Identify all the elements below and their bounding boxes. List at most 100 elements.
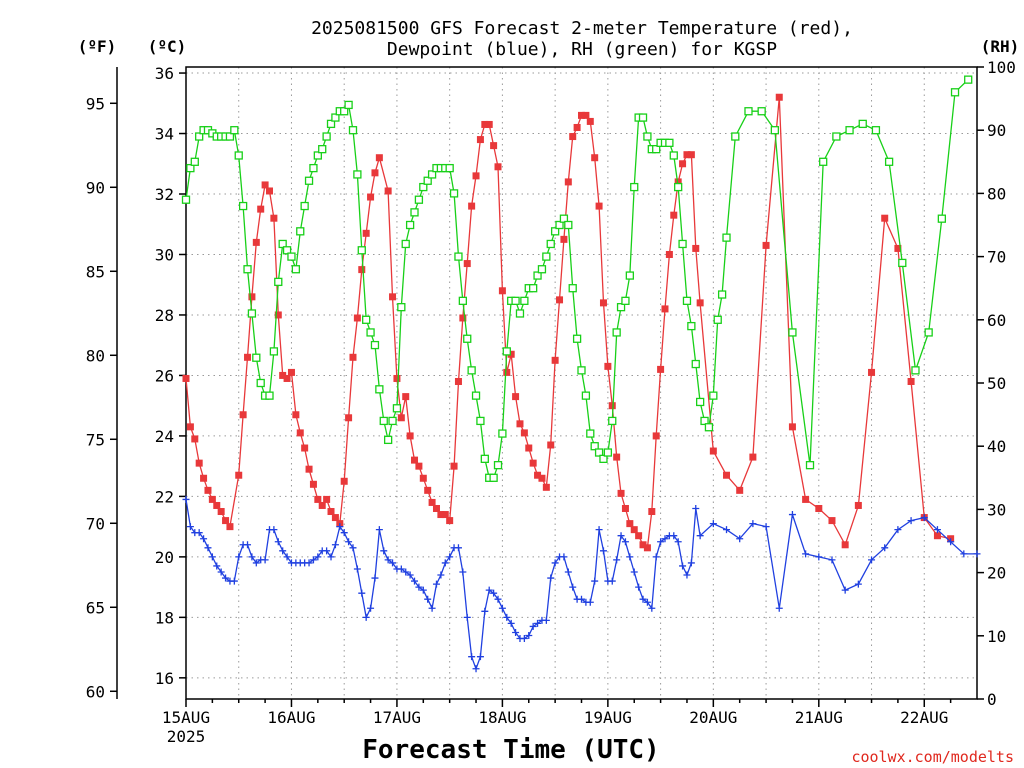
dewpoint-point xyxy=(248,553,256,561)
dewpoint-point xyxy=(204,544,212,552)
temp-point xyxy=(494,163,502,171)
dewpoint-point xyxy=(621,538,629,546)
rh-point xyxy=(348,126,358,135)
rh-tick-label: 70 xyxy=(987,248,1006,267)
temp-point xyxy=(569,133,577,141)
chart-title-line-2: Dewpoint (blue), RH (green) for KGSP xyxy=(387,39,777,60)
celsius-tick-label: 26 xyxy=(155,366,174,385)
temp-point xyxy=(652,432,660,440)
temp-point xyxy=(657,365,665,373)
temp-point xyxy=(424,486,432,494)
fahrenheit-tick-label: 80 xyxy=(86,346,105,365)
dewpoint-point xyxy=(314,553,322,561)
temp-point xyxy=(415,462,423,470)
rh-point xyxy=(599,454,608,463)
x-tick-label: 22AUG xyxy=(900,708,948,727)
temp-point xyxy=(485,120,493,128)
dewpoint-point xyxy=(244,541,252,549)
dewpoint-point xyxy=(305,559,313,567)
dewpoint-point xyxy=(907,517,915,525)
rh-point xyxy=(256,378,265,388)
dewpoint-point xyxy=(529,622,537,630)
chart-title-line-1: 2025081500 GFS Forecast 2-meter Temperat… xyxy=(311,18,853,39)
rh-point xyxy=(520,296,529,305)
dewpoint-point xyxy=(186,523,194,531)
rh-point xyxy=(630,182,639,192)
temp-point xyxy=(749,453,757,461)
temp-point xyxy=(235,471,243,479)
rh-point xyxy=(704,423,714,432)
rh-point xyxy=(502,347,511,356)
dewpoint-point xyxy=(472,665,480,673)
dewpoint-point xyxy=(441,559,449,567)
dewpoint-point xyxy=(542,616,550,624)
temp-point xyxy=(608,402,616,410)
dewpoint-point xyxy=(564,568,572,576)
temp-point xyxy=(828,517,836,525)
temp-point xyxy=(296,429,304,437)
rh-point xyxy=(550,227,560,236)
rh-point xyxy=(195,132,204,141)
rh-point xyxy=(401,239,410,249)
temp-point xyxy=(687,151,695,159)
fahrenheit-unit-label: (ºF) xyxy=(78,37,117,56)
fahrenheit-tick-label: 75 xyxy=(86,430,105,449)
rh-point xyxy=(937,214,946,223)
dewpoint-point xyxy=(648,604,656,612)
rh-point xyxy=(498,429,507,438)
temp-point xyxy=(591,154,599,162)
temp-point xyxy=(349,353,357,361)
dewpoint-point xyxy=(380,547,388,555)
rh-point xyxy=(291,265,301,274)
dewpoint-point xyxy=(397,565,405,573)
temp-point xyxy=(788,423,796,431)
dewpoint-point xyxy=(608,577,616,585)
rh-point xyxy=(819,157,828,166)
temp-point xyxy=(507,350,515,358)
temp-point xyxy=(854,501,862,509)
temp-point xyxy=(397,414,405,422)
rh-point xyxy=(643,132,652,141)
temp-point xyxy=(556,296,564,304)
rh-point xyxy=(186,163,195,173)
rh-tick-label: 30 xyxy=(987,500,1006,519)
rh-point xyxy=(493,461,503,470)
rh-point xyxy=(362,315,371,324)
temp-point xyxy=(481,120,489,128)
dewpoint-point xyxy=(692,504,700,512)
rh-point xyxy=(533,271,542,280)
dewpoint-point xyxy=(973,550,981,558)
temp-point xyxy=(428,498,436,506)
temp-point xyxy=(604,362,612,370)
temp-point xyxy=(525,444,533,452)
temp-point xyxy=(301,444,309,452)
dewpoint-point xyxy=(340,529,348,537)
rh-point xyxy=(282,246,292,255)
dewpoint-point xyxy=(591,577,599,585)
temp-point xyxy=(476,136,484,144)
dewpoint-point xyxy=(481,607,489,615)
dewpoint-point xyxy=(894,526,902,534)
temp-point xyxy=(393,374,401,382)
rh-tick-label: 80 xyxy=(987,184,1006,203)
temp-point xyxy=(371,169,379,177)
celsius-tick-label: 30 xyxy=(155,245,174,264)
rh-point xyxy=(454,252,463,261)
dewpoint-point xyxy=(802,550,810,558)
temp-point xyxy=(182,374,190,382)
rh-point xyxy=(449,189,459,198)
dewpoint-point xyxy=(723,526,731,534)
rh-point xyxy=(296,227,305,236)
rh-point xyxy=(265,391,274,400)
rh-point xyxy=(924,328,933,337)
rh-point xyxy=(577,366,586,375)
rh-point xyxy=(788,328,797,337)
temp-point xyxy=(723,471,731,479)
dewpoint-point xyxy=(459,568,467,576)
rh-point xyxy=(300,201,309,211)
dewpoint-point xyxy=(960,550,968,558)
rh-point xyxy=(252,353,261,362)
rh-point xyxy=(353,170,362,179)
dewpoint-point xyxy=(828,556,836,564)
